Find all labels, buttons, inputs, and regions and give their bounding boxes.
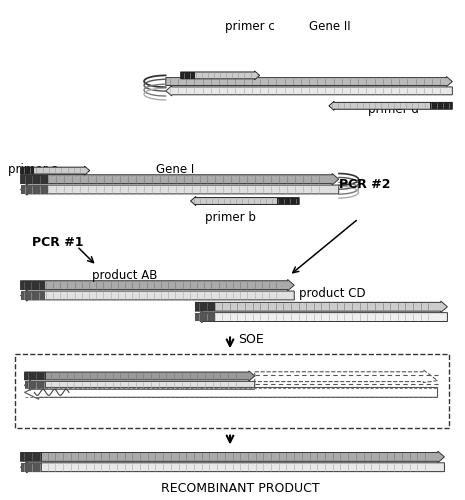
Polygon shape xyxy=(20,452,42,462)
Polygon shape xyxy=(180,72,195,79)
Text: primer d: primer d xyxy=(368,103,419,116)
Polygon shape xyxy=(25,372,46,380)
Polygon shape xyxy=(180,71,259,80)
Polygon shape xyxy=(20,462,445,473)
Polygon shape xyxy=(166,76,452,86)
Polygon shape xyxy=(195,301,447,312)
Polygon shape xyxy=(191,196,299,205)
Polygon shape xyxy=(20,280,294,291)
Text: SOE: SOE xyxy=(238,333,264,346)
Polygon shape xyxy=(20,166,90,175)
Text: Gene II: Gene II xyxy=(309,20,351,34)
Polygon shape xyxy=(20,281,45,289)
Text: PCR #2: PCR #2 xyxy=(339,178,390,191)
Polygon shape xyxy=(195,302,215,311)
Polygon shape xyxy=(20,291,45,300)
Polygon shape xyxy=(195,312,215,322)
Polygon shape xyxy=(20,174,339,185)
Polygon shape xyxy=(20,185,48,194)
Polygon shape xyxy=(195,312,447,323)
Polygon shape xyxy=(20,175,48,184)
Text: RECOMBINANT PRODUCT: RECOMBINANT PRODUCT xyxy=(161,482,319,494)
Text: primer a: primer a xyxy=(8,162,58,175)
Polygon shape xyxy=(20,167,34,174)
Polygon shape xyxy=(20,451,445,462)
Polygon shape xyxy=(25,382,46,389)
Polygon shape xyxy=(278,198,299,204)
Polygon shape xyxy=(166,86,452,96)
Polygon shape xyxy=(20,184,339,195)
Polygon shape xyxy=(20,290,294,301)
Text: PCR #1: PCR #1 xyxy=(33,236,84,250)
Polygon shape xyxy=(20,463,42,471)
Bar xyxy=(14,354,449,428)
Polygon shape xyxy=(25,380,255,390)
Polygon shape xyxy=(430,102,452,110)
Text: product AB: product AB xyxy=(92,268,157,281)
Text: primer b: primer b xyxy=(206,211,256,224)
Text: Gene I: Gene I xyxy=(156,162,194,175)
Polygon shape xyxy=(25,371,255,381)
Text: primer c: primer c xyxy=(225,20,275,34)
Polygon shape xyxy=(329,102,452,110)
Text: product CD: product CD xyxy=(299,288,366,300)
